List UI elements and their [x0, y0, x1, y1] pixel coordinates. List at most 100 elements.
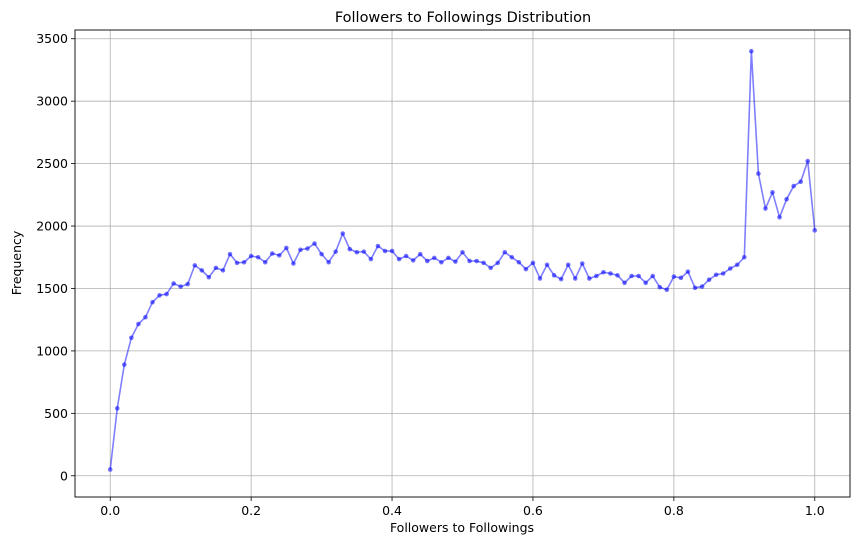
data-point	[615, 273, 620, 278]
data-point	[678, 275, 684, 281]
data-point	[770, 190, 775, 195]
data-point	[424, 258, 430, 264]
data-point	[565, 262, 571, 268]
data-point	[382, 248, 388, 254]
data-point	[157, 293, 162, 298]
y-tick-label: 1500	[36, 281, 68, 296]
data-point	[319, 251, 324, 257]
data-point	[171, 281, 176, 286]
data-point	[558, 276, 564, 282]
data-point	[241, 259, 247, 265]
data-point	[699, 284, 705, 289]
data-point	[516, 259, 522, 265]
data-point	[305, 246, 310, 251]
data-point	[734, 262, 740, 268]
data-point	[601, 269, 606, 275]
data-point	[368, 256, 374, 262]
data-point	[312, 241, 317, 246]
y-tick-label: 2000	[36, 219, 68, 234]
data-point	[439, 259, 444, 265]
data-point	[502, 249, 508, 255]
data-point	[579, 261, 585, 266]
series-line	[109, 50, 816, 470]
data-point	[333, 249, 338, 254]
data-point	[199, 268, 205, 273]
data-point	[410, 258, 416, 263]
data-point	[671, 274, 677, 279]
data-point	[262, 259, 268, 265]
chart-title: Followers to Followings Distribution	[335, 10, 591, 26]
data-point	[749, 48, 754, 54]
data-point	[643, 280, 648, 286]
data-point	[727, 266, 733, 271]
data-point	[220, 268, 226, 273]
data-point	[692, 285, 698, 291]
data-point	[291, 261, 296, 266]
x-tick-label: 0.0	[100, 503, 120, 518]
data-point	[572, 276, 578, 281]
y-tick-label: 500	[44, 406, 68, 421]
data-point	[234, 260, 240, 266]
data-point	[481, 260, 486, 266]
data-point	[143, 314, 148, 320]
x-tick-label: 1.0	[805, 503, 825, 518]
x-tick-label: 0.8	[664, 503, 684, 518]
data-point	[192, 263, 198, 268]
data-point	[178, 284, 183, 289]
data-point	[551, 273, 557, 278]
data-point	[403, 253, 409, 259]
data-point	[657, 284, 663, 290]
data-point	[417, 251, 423, 257]
data-point	[164, 291, 169, 297]
x-tick-label: 0.2	[241, 503, 261, 518]
data-point	[706, 277, 712, 283]
data-point	[298, 247, 303, 253]
x-tick-label: 0.6	[523, 503, 543, 518]
data-point	[347, 246, 353, 252]
data-point	[114, 406, 120, 411]
data-point	[248, 253, 254, 259]
data-point	[446, 255, 451, 261]
data-point	[763, 206, 768, 211]
data-point	[227, 251, 233, 257]
data-point	[213, 265, 219, 271]
data-point	[129, 335, 134, 341]
y-axis-label: Frequency	[9, 230, 24, 295]
data-point	[185, 281, 191, 287]
data-point	[284, 245, 289, 251]
y-tick-label: 3000	[36, 94, 68, 109]
data-point	[277, 253, 282, 258]
data-point	[805, 158, 811, 164]
data-point	[122, 362, 127, 367]
data-point	[255, 254, 261, 260]
data-point	[460, 249, 465, 255]
y-axis: 0 500 1000 1500 2000 2500 3000 3500	[36, 31, 75, 483]
data-point	[523, 266, 529, 272]
data-point	[354, 249, 360, 255]
data-point	[720, 271, 726, 276]
y-tick-label: 0	[60, 468, 68, 483]
data-point	[326, 259, 331, 265]
data-point	[756, 171, 761, 176]
data-point	[537, 276, 543, 281]
data-point	[650, 273, 656, 279]
data-point	[713, 272, 719, 278]
data-point	[389, 248, 395, 254]
data-point	[375, 243, 381, 249]
data-point	[798, 179, 803, 185]
data-point	[636, 273, 641, 279]
y-tick-label: 1000	[36, 343, 68, 358]
grid-lines	[75, 30, 850, 497]
data-point	[664, 287, 670, 293]
data-point	[495, 260, 501, 266]
plot-area-frame	[74, 29, 851, 498]
data-point	[467, 258, 472, 264]
x-axis-label: Followers to Followings	[390, 520, 534, 535]
data-point	[361, 249, 367, 254]
data-point	[269, 251, 275, 256]
data-point	[629, 273, 634, 279]
data-point	[340, 231, 346, 236]
data-point	[474, 258, 479, 264]
data-point	[150, 299, 155, 305]
